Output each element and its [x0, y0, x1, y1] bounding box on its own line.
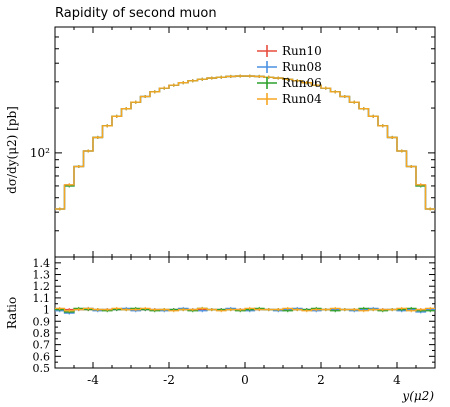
y-tick-label: 1 — [43, 304, 50, 317]
y-tick-label: 0.6 — [33, 350, 51, 363]
legend-label-run06: Run06 — [282, 76, 322, 90]
y-tick-label: 0.7 — [33, 339, 51, 352]
y-tick-label: 1.4 — [33, 257, 51, 270]
ratio-axis-label: Ratio — [5, 297, 19, 329]
main-y-tick-labels: 10² — [30, 146, 50, 160]
y-tick-label: 0.5 — [33, 362, 51, 375]
legend: Run10 Run08 Run06 Run04 — [257, 44, 322, 106]
ratio-y-tick-labels: 0.50.60.70.80.911.11.21.31.4 — [33, 257, 51, 375]
histogram-run04 — [55, 75, 435, 210]
x-axis-label: y(μ2) — [401, 389, 434, 403]
ratio-axis-ticks — [54, 256, 436, 369]
y-tick-label: 1.3 — [33, 269, 51, 282]
histogram-run08 — [55, 75, 435, 210]
main-axis-ticks — [54, 26, 436, 258]
legend-label-run08: Run08 — [282, 60, 322, 74]
histogram-run10 — [55, 75, 435, 210]
y-axis-label: dσ/dy(μ2) [pb] — [5, 106, 19, 194]
main-plot-frame — [54, 26, 436, 258]
legend-label-run10: Run10 — [282, 44, 322, 58]
ratio-histograms — [55, 306, 435, 315]
y-tick-label: 0.9 — [33, 315, 51, 328]
histogram-run06 — [55, 75, 435, 210]
legend-label-run04: Run04 — [282, 92, 322, 106]
y-tick-label: 0.8 — [33, 327, 51, 340]
x-tick-label: -4 — [87, 373, 99, 387]
ratio-plot-frame — [54, 256, 436, 369]
x-tick-label: 4 — [393, 373, 401, 387]
y-tick-label: 1.1 — [33, 292, 51, 305]
main-histograms — [55, 74, 435, 211]
x-tick-labels: -4 -2 0 2 4 — [87, 373, 401, 387]
x-tick-label: 2 — [317, 373, 325, 387]
x-tick-label: -2 — [163, 373, 175, 387]
y-tick-label: 1.2 — [33, 280, 51, 293]
y-tick-label: 10² — [30, 146, 50, 160]
histogram-run04 — [55, 307, 435, 312]
x-tick-label: 0 — [241, 373, 249, 387]
chart-title: Rapidity of second muon — [55, 6, 217, 21]
